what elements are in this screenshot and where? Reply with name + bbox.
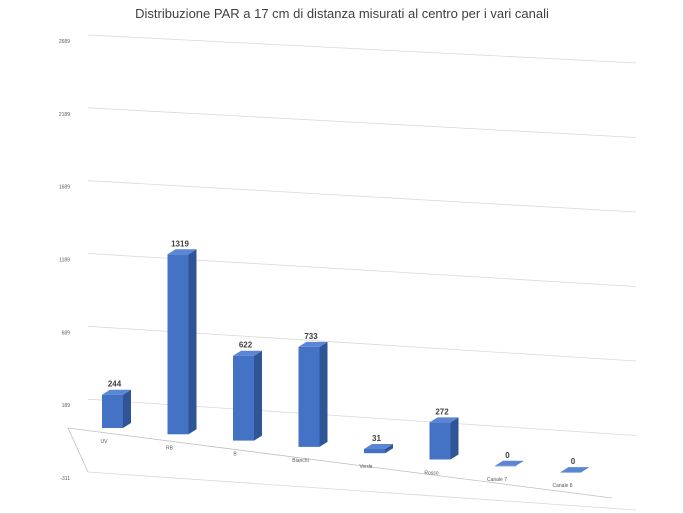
- category-label: UV: [101, 439, 109, 445]
- bar: [102, 394, 123, 428]
- bar: [495, 465, 516, 467]
- bar-side: [254, 350, 262, 441]
- gridline: [87, 471, 637, 511]
- bar-side: [385, 443, 393, 454]
- floor-side-edge: [67, 427, 89, 473]
- data-label: 0: [505, 451, 510, 460]
- bar-side: [450, 417, 459, 460]
- bar-top: [560, 467, 590, 473]
- y-tick-label: 689: [62, 330, 71, 336]
- y-tick-label: 2189: [59, 112, 70, 118]
- category-label: Canale 7: [487, 477, 507, 483]
- category-label: B: [233, 452, 237, 458]
- bar: [429, 422, 451, 460]
- category-label: Canale 8: [552, 483, 572, 489]
- category-label: RB: [166, 445, 174, 451]
- bar-top: [429, 417, 459, 423]
- bar: [167, 254, 189, 435]
- bar-top: [102, 389, 131, 395]
- data-label: 0: [571, 457, 576, 466]
- bar-top: [167, 249, 197, 255]
- bar-side: [319, 341, 328, 447]
- gridline: [87, 180, 637, 213]
- bar-top: [495, 460, 524, 466]
- bar-top: [298, 341, 328, 347]
- data-label: 244: [108, 380, 122, 389]
- data-label: 622: [239, 341, 253, 350]
- floor-front-edge: [67, 427, 613, 499]
- bar-side: [123, 389, 131, 428]
- bar: [560, 472, 582, 473]
- category-label: Bianchi: [292, 458, 308, 464]
- data-label: 1319: [171, 239, 189, 248]
- y-tick-label: -311: [60, 476, 70, 482]
- y-tick-label: 1689: [59, 185, 70, 191]
- y-tick-label: 1189: [59, 258, 70, 264]
- category-label: Rosso: [424, 471, 438, 477]
- gridline: [87, 107, 637, 138]
- bar: [298, 346, 320, 447]
- data-label: 272: [435, 407, 449, 416]
- bar-top: [233, 350, 262, 356]
- gridline: [87, 34, 637, 64]
- data-label: 733: [304, 332, 318, 341]
- data-label: 31: [372, 434, 381, 443]
- bar-side: [188, 249, 197, 435]
- bar-top: [364, 443, 393, 449]
- y-tick-label: 2689: [59, 39, 70, 45]
- bar: [364, 448, 385, 454]
- y-tick-label: 189: [62, 403, 71, 409]
- chart-title: Distribuzione PAR a 17 cm di distanza mi…: [135, 6, 549, 21]
- bar: [233, 355, 254, 441]
- category-label: Verde: [359, 464, 372, 470]
